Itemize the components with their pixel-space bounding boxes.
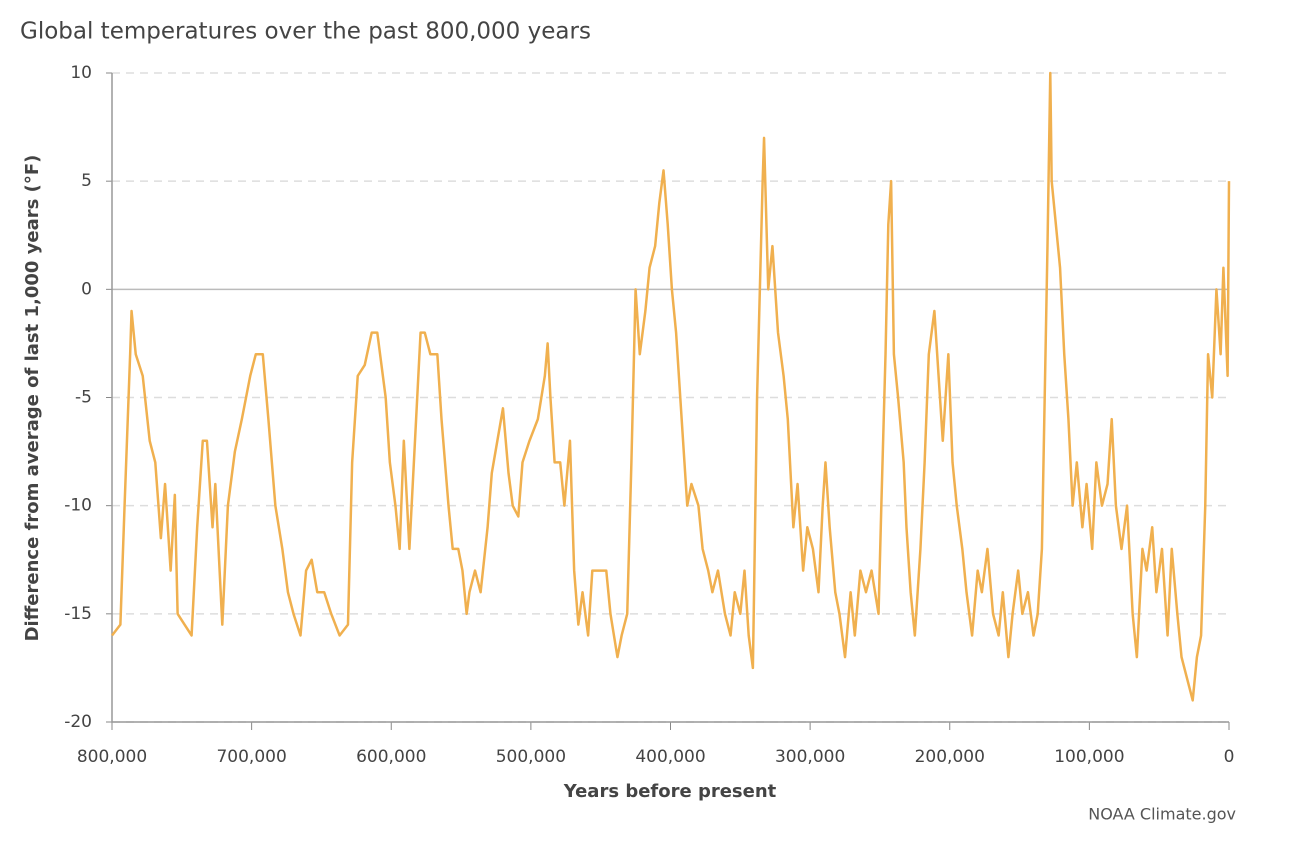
- x-tick-label: 600,000: [356, 747, 426, 767]
- x-tick-label: 300,000: [775, 747, 845, 767]
- x-tick-label: 100,000: [1054, 747, 1124, 767]
- y-tick-label: -20: [64, 712, 92, 732]
- x-tick-label: 400,000: [635, 747, 705, 767]
- y-tick-label: 5: [81, 171, 92, 191]
- y-tick-label: -5: [75, 388, 92, 408]
- x-tick-label: 500,000: [496, 747, 566, 767]
- x-tick-label: 800,000: [77, 747, 147, 767]
- y-tick-label: -15: [64, 604, 92, 624]
- x-axis-title: Years before present: [563, 781, 777, 802]
- chart-title: Global temperatures over the past 800,00…: [20, 19, 591, 45]
- y-tick-label: -10: [64, 496, 92, 516]
- data-line: [111, 71, 1231, 702]
- y-axis-title: Difference from average of last 1,000 ye…: [22, 155, 43, 642]
- source-note: NOAA Climate.gov: [1088, 805, 1236, 824]
- y-tick-label: 10: [70, 63, 92, 83]
- x-tick-label: 700,000: [216, 747, 286, 767]
- x-tick-label: 0: [1224, 747, 1235, 767]
- y-tick-label: 0: [81, 279, 92, 299]
- x-tick-label: 200,000: [915, 747, 985, 767]
